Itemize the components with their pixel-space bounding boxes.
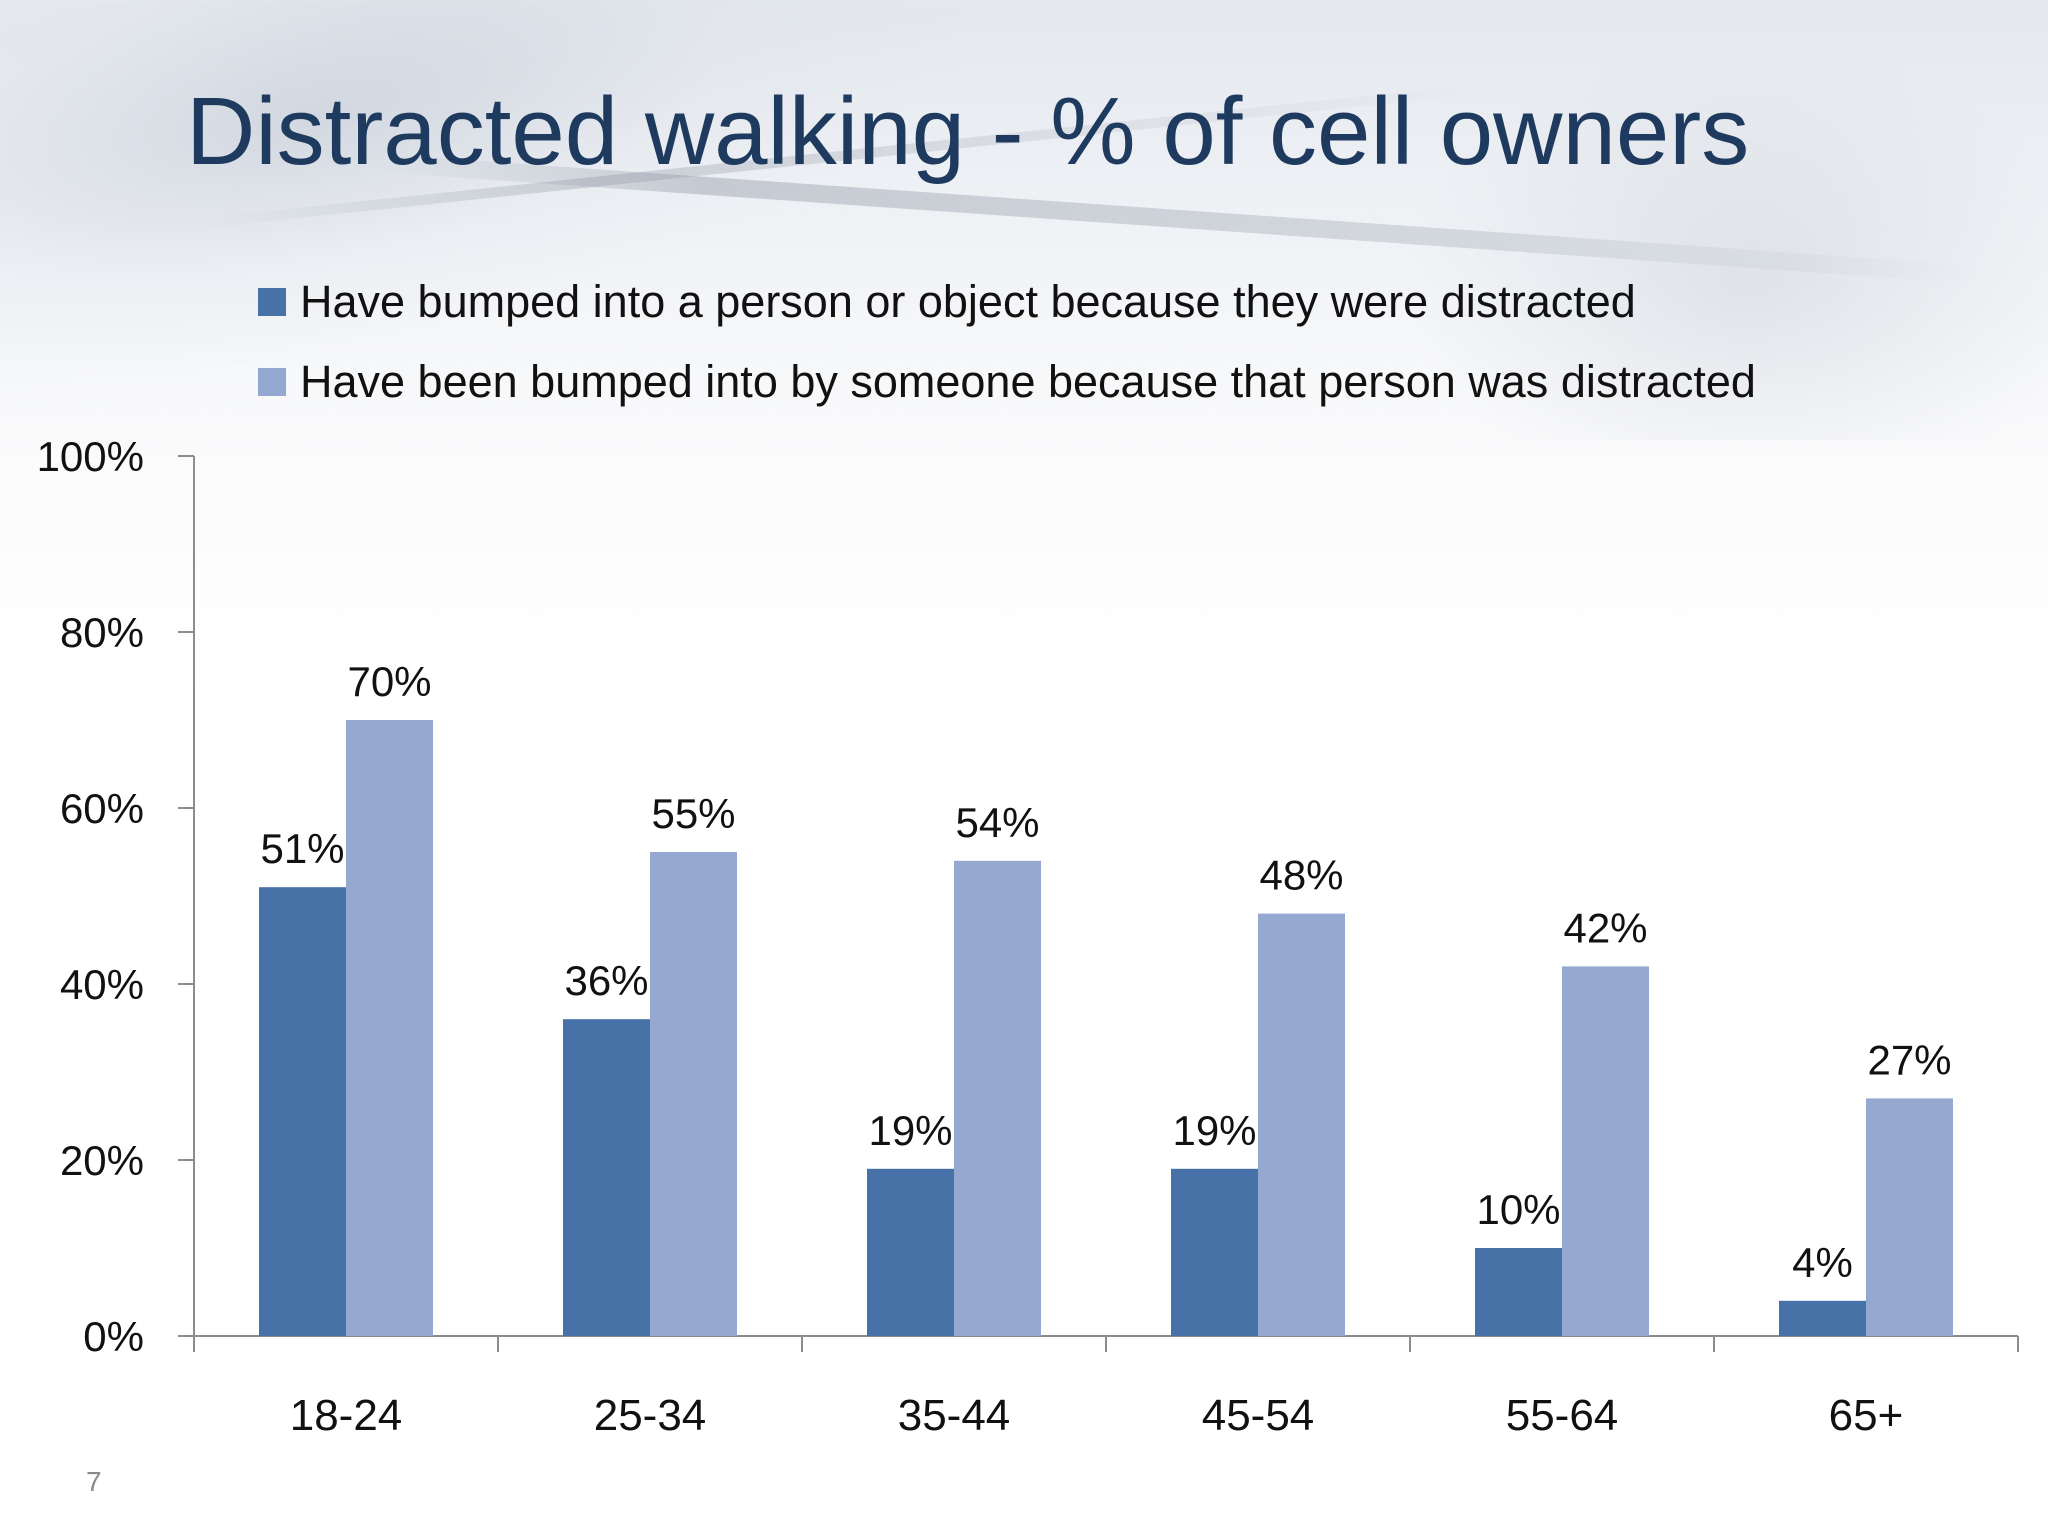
bar-bumped-into [259, 887, 346, 1336]
bar-data-label: 48% [1259, 852, 1343, 899]
x-category-label: 35-44 [898, 1391, 1011, 1440]
legend-label-bumped-into: Have bumped into a person or object beca… [300, 276, 1636, 327]
legend-item-been-bumped: Have been bumped into by someone because… [258, 342, 1756, 422]
legend-item-bumped-into: Have bumped into a person or object beca… [258, 262, 1756, 342]
bar-bumped-into [1171, 1168, 1258, 1336]
legend-swatch-light [258, 368, 286, 396]
y-tick-label: 80% [60, 609, 144, 656]
x-category-label: 65+ [1829, 1391, 1904, 1440]
y-tick-label: 0% [83, 1313, 144, 1360]
x-category-label: 18-24 [290, 1391, 403, 1440]
bar-data-label: 70% [347, 658, 431, 705]
bar-been-bumped [346, 720, 433, 1336]
x-category-label: 45-54 [1202, 1391, 1315, 1440]
bar-data-label: 36% [564, 957, 648, 1004]
x-category-label: 25-34 [594, 1391, 707, 1440]
y-tick-label: 100% [37, 433, 144, 480]
bar-data-label: 19% [1172, 1107, 1256, 1154]
bar-data-label: 19% [868, 1107, 952, 1154]
bar-been-bumped [1866, 1098, 1953, 1336]
y-tick-label: 60% [60, 785, 144, 832]
bar-bumped-into [1779, 1300, 1866, 1336]
legend-label-been-bumped: Have been bumped into by someone because… [300, 356, 1756, 407]
bar-data-label: 51% [260, 825, 344, 872]
chart-legend: Have bumped into a person or object beca… [258, 262, 1756, 422]
x-category-label: 55-64 [1506, 1391, 1619, 1440]
bar-data-label: 54% [955, 799, 1039, 846]
bar-bumped-into [867, 1168, 954, 1336]
bar-been-bumped [1562, 966, 1649, 1336]
bar-been-bumped [650, 852, 737, 1336]
y-tick-label: 20% [60, 1137, 144, 1184]
bar-data-label: 27% [1867, 1036, 1951, 1083]
bar-data-label: 4% [1792, 1239, 1853, 1286]
legend-swatch-dark [258, 288, 286, 316]
slide-number: 7 [86, 1466, 102, 1497]
bar-data-label: 55% [651, 790, 735, 837]
bar-data-label: 10% [1476, 1186, 1560, 1233]
bar-bumped-into [563, 1019, 650, 1336]
slide-title: Distracted walking - % of cell owners [186, 78, 1750, 185]
bar-data-label: 42% [1563, 904, 1647, 951]
bar-been-bumped [1258, 913, 1345, 1336]
bar-been-bumped [954, 860, 1041, 1336]
bar-bumped-into [1475, 1248, 1562, 1336]
y-tick-label: 40% [60, 961, 144, 1008]
